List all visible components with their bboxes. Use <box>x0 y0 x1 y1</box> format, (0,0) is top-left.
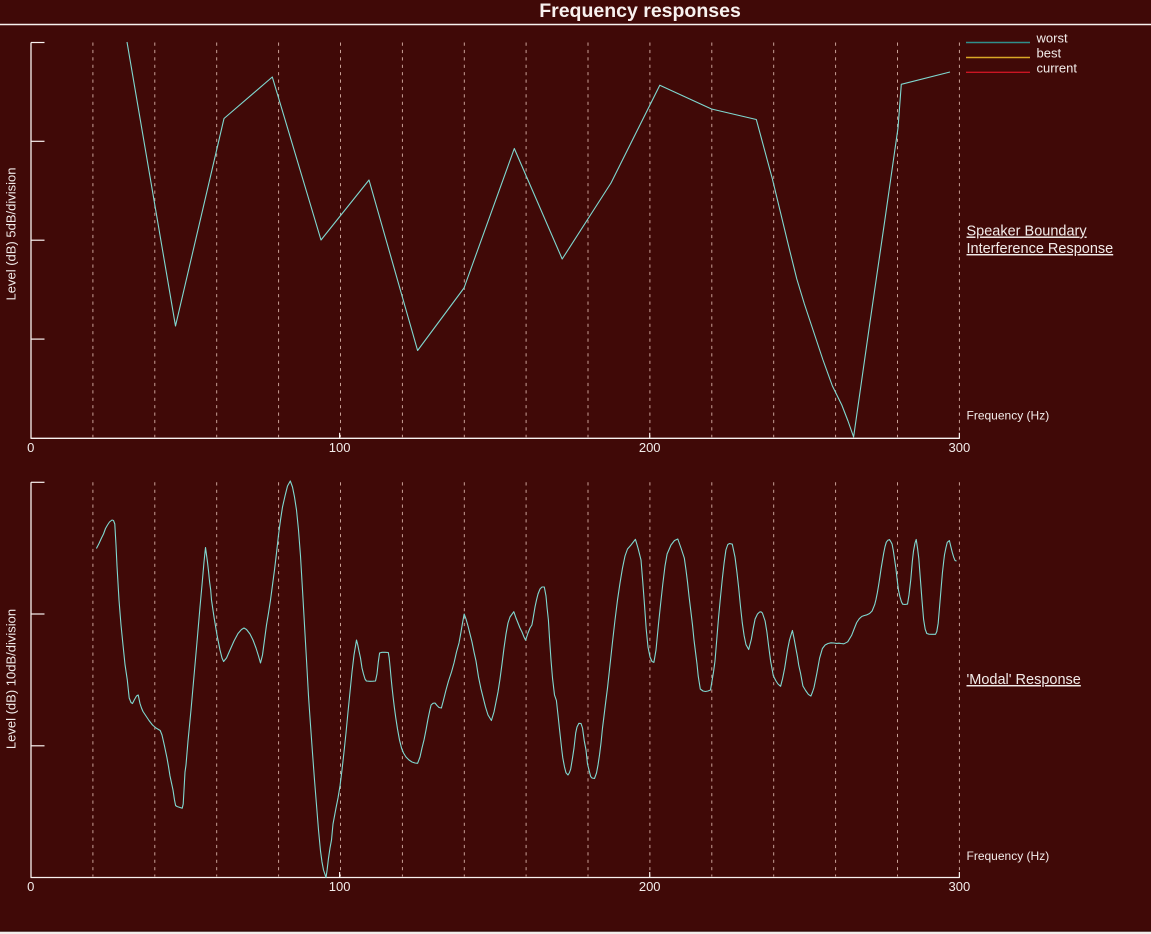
svg-text:100: 100 <box>329 879 351 894</box>
svg-text:Frequency responses: Frequency responses <box>539 0 741 22</box>
svg-text:0: 0 <box>27 440 34 455</box>
svg-text:'Modal' Response: 'Modal' Response <box>967 672 1081 688</box>
svg-text:300: 300 <box>949 440 971 455</box>
svg-text:200: 200 <box>639 879 661 894</box>
svg-text:300: 300 <box>949 879 971 894</box>
svg-text:Level (dB) 10dB/division: Level (dB) 10dB/division <box>4 609 19 749</box>
svg-text:0: 0 <box>27 879 34 894</box>
svg-text:Frequency (Hz): Frequency (Hz) <box>967 409 1050 423</box>
svg-text:best: best <box>1037 46 1062 61</box>
svg-text:Frequency (Hz): Frequency (Hz) <box>967 849 1050 863</box>
svg-text:Speaker Boundary: Speaker Boundary <box>967 224 1088 240</box>
svg-text:100: 100 <box>329 440 351 455</box>
svg-text:200: 200 <box>639 440 661 455</box>
svg-text:Level (dB) 5dB/division: Level (dB) 5dB/division <box>4 168 19 301</box>
svg-text:Interference Response: Interference Response <box>967 241 1114 257</box>
svg-text:current: current <box>1037 60 1078 75</box>
svg-text:worst: worst <box>1036 31 1068 46</box>
